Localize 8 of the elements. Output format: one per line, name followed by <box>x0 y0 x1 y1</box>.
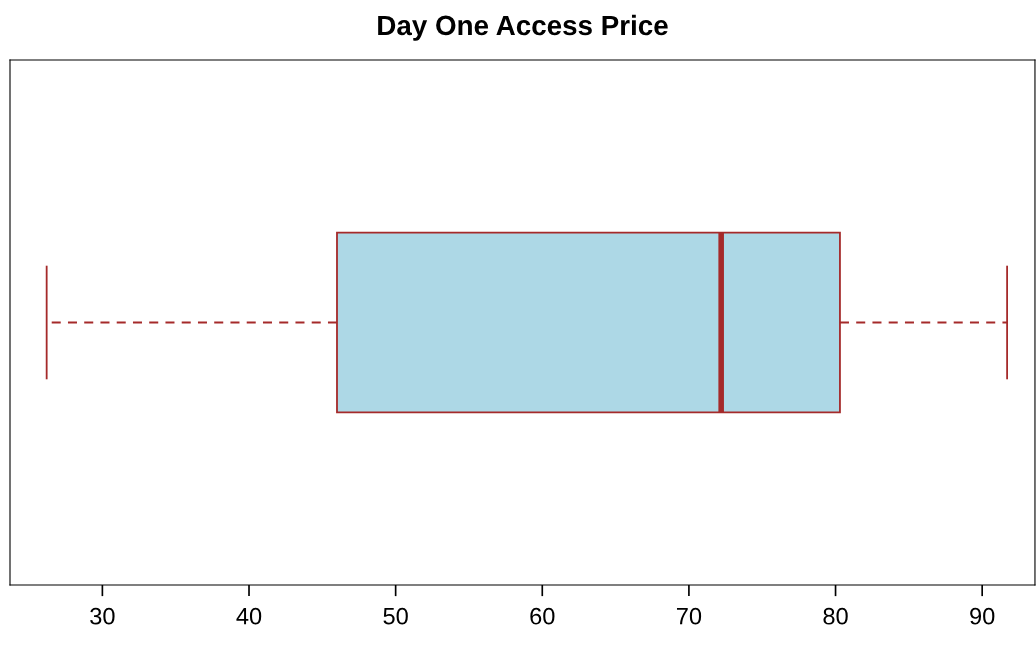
x-tick-label: 60 <box>530 607 555 625</box>
chart-title: Day One Access Price <box>378 14 668 41</box>
x-tick-label: 30 <box>90 607 115 625</box>
x-tick-label: 70 <box>676 607 702 625</box>
x-tick-label: 50 <box>383 607 408 625</box>
x-tick-label: 40 <box>236 607 262 625</box>
x-tick-label: 80 <box>823 607 848 625</box>
x-tick-label: 90 <box>970 607 995 625</box>
